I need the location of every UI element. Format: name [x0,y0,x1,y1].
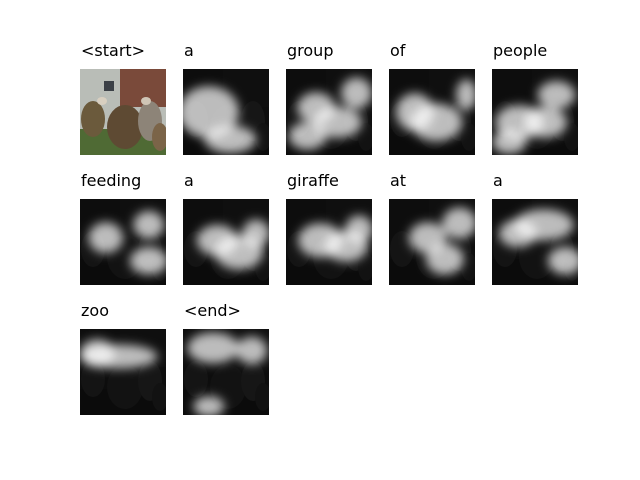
attention-step: of [389,41,475,155]
attention-step: a [183,171,269,285]
attention-blob [242,219,269,248]
attention-blob [129,247,166,275]
attention-map [80,329,166,415]
attention-map [492,69,578,155]
attention-blob [80,339,115,367]
attention-blob [196,224,239,256]
caption-word: of [390,41,406,60]
attention-step: zoo [80,301,166,415]
caption-word: giraffe [287,171,339,190]
attention-blob [133,211,165,239]
caption-word: zoo [81,301,109,320]
attention-step: feeding [80,171,166,285]
attention-blob [88,222,123,254]
attention-map [286,69,372,155]
attention-step: a [492,171,578,285]
attention-map [492,199,578,285]
attention-blob [537,81,576,109]
attention-blob [395,93,434,131]
caption-word: a [184,41,194,60]
caption-word: a [493,171,503,190]
attention-blob [547,247,578,275]
attention-map [183,199,269,285]
caption-word: people [493,41,548,60]
attention-blob [313,106,362,138]
attention-blob [425,243,464,275]
attention-blob [183,86,239,138]
attention-blob [492,130,527,155]
attention-blob [442,207,475,239]
caption-word: <start> [81,41,146,60]
attention-step: <start> [80,41,166,155]
attention-step: people [492,41,578,155]
attention-blob [236,336,268,365]
attention-map [286,199,372,285]
input-photo [80,69,166,155]
attention-map [183,69,269,155]
attention-blob [341,77,372,109]
attention-blob [456,79,475,111]
attention-step: giraffe [286,171,372,285]
attention-blob [498,219,537,248]
attention-step: group [286,41,372,155]
attention-blob [288,122,327,150]
caption-word: feeding [81,171,142,190]
caption-word: <end> [184,301,241,320]
attention-map [80,199,166,285]
attention-map [389,69,475,155]
attention-blob [193,396,225,415]
attention-blob [523,106,567,138]
attention-blob [187,332,239,364]
caption-word: a [184,171,194,190]
attention-step: <end> [183,301,269,415]
attention-step: at [389,171,475,285]
attention-blob [345,215,372,243]
attention-map [183,329,269,415]
caption-word: at [390,171,407,190]
attention-step: a [183,41,269,155]
attention-map [389,199,475,285]
caption-word: group [287,41,334,60]
